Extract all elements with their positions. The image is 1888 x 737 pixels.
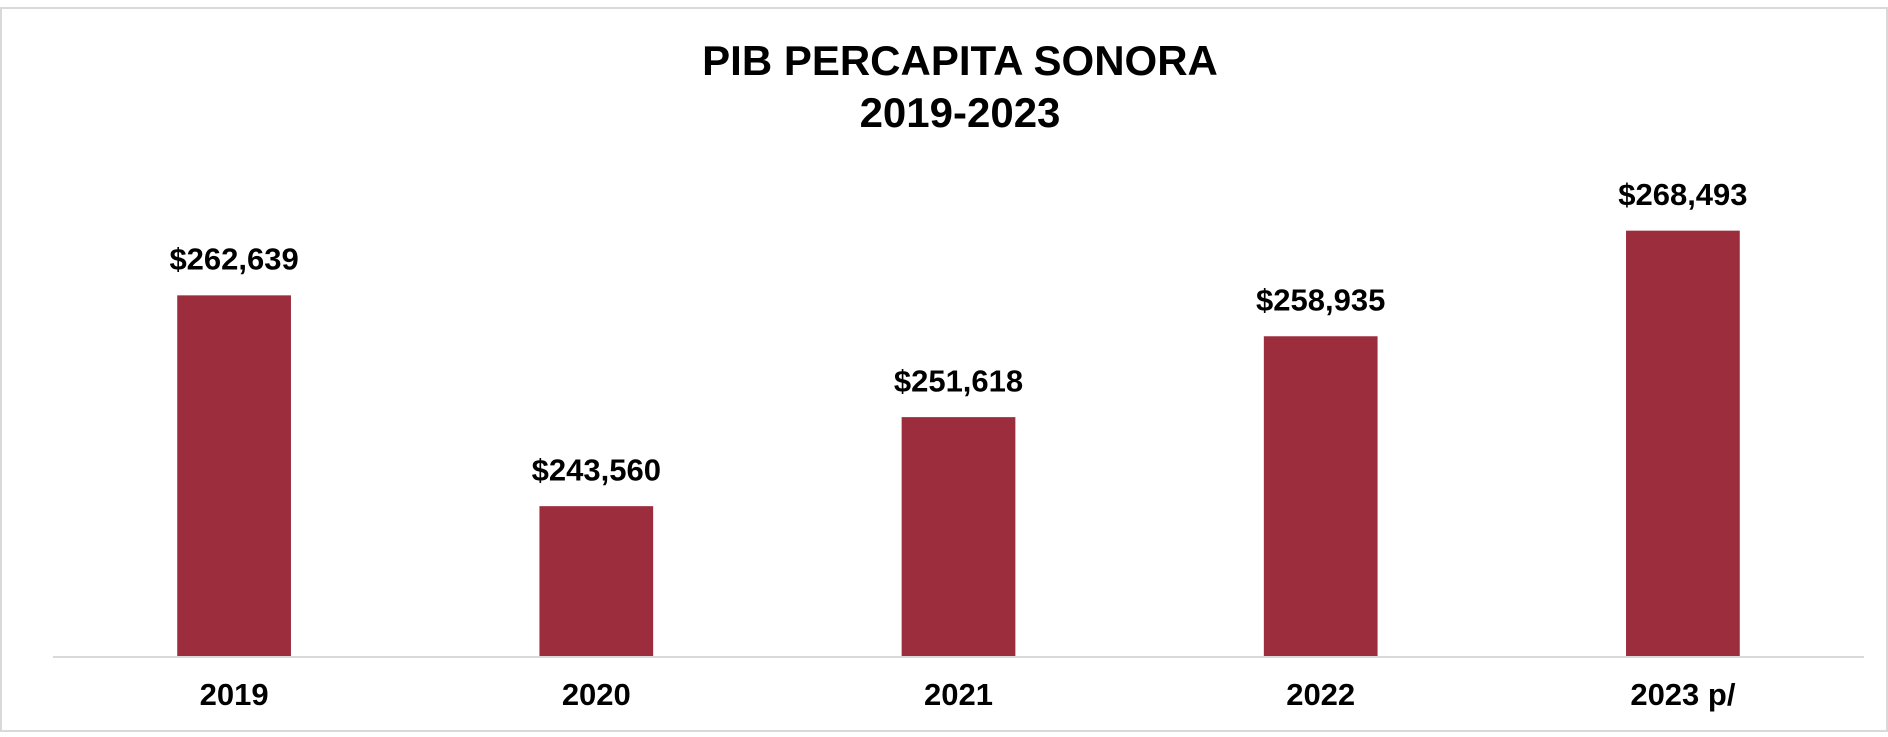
data-label: $251,618 bbox=[894, 363, 1023, 398]
bar bbox=[901, 417, 1016, 656]
data-label: $268,493 bbox=[1618, 177, 1747, 212]
x-tick-label: 2020 bbox=[562, 677, 631, 712]
x-tick-label: 2019 bbox=[200, 677, 269, 712]
bar bbox=[1626, 230, 1740, 656]
data-label: $258,935 bbox=[1256, 282, 1385, 317]
bar bbox=[177, 295, 291, 656]
data-label: $262,639 bbox=[169, 242, 298, 277]
x-tick-label: 2021 bbox=[924, 677, 993, 712]
chart-subtitle: 2019-2023 bbox=[860, 89, 1061, 136]
bar bbox=[539, 506, 654, 656]
data-label: $243,560 bbox=[532, 452, 661, 487]
bar bbox=[1263, 336, 1378, 656]
x-tick-label: 2023 p/ bbox=[1630, 677, 1736, 712]
chart-title: PIB PERCAPITA SONORA bbox=[702, 37, 1218, 84]
x-tick-label: 2022 bbox=[1286, 677, 1355, 712]
